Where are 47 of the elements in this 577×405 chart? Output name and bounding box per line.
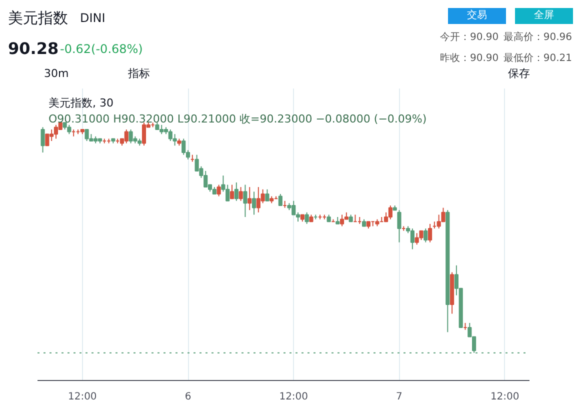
candlestick (243, 184, 248, 218)
candlestick (248, 186, 252, 211)
candlestick (384, 212, 388, 222)
text: 指标 (128, 66, 150, 82)
text: 昨收：90.90 (440, 52, 499, 66)
text: 交易 (448, 8, 506, 24)
candlestick (45, 134, 50, 146)
candlestick (340, 214, 344, 227)
text: 今开：90.90 (440, 31, 499, 45)
text: 最高价：90.96 (503, 31, 572, 45)
candlestick (230, 184, 234, 200)
annotation: O90.31000 H90.32000 L90.21000 收=90.23000 −0.08000 (−0.09%) (48, 112, 427, 126)
candlestick (216, 184, 221, 197)
candlestick (40, 126, 45, 154)
candlestick (182, 138, 186, 156)
candlestick (124, 128, 128, 144)
text: 最低价：90.21 (503, 52, 572, 66)
x-tick-label: 12:00 (279, 392, 308, 402)
candlestick (172, 134, 177, 146)
candlestick (278, 193, 282, 206)
chart-subtitle: DINI (80, 10, 106, 27)
x-tick-label: 7 (396, 392, 402, 402)
text: -0.62(-0.68%) (60, 41, 143, 58)
text: 保存 (508, 66, 530, 82)
text: 全屏 (515, 8, 573, 24)
x-tick-label: 12:00 (490, 392, 520, 402)
candlestick (397, 210, 402, 243)
x-tick-label: 12:00 (68, 392, 97, 402)
candlestick (424, 228, 428, 243)
candlestick (419, 230, 424, 241)
candlestick (84, 128, 89, 142)
candlestick (234, 182, 238, 202)
candlestick (238, 186, 243, 202)
candlestick (54, 124, 58, 140)
candlestick (252, 191, 256, 216)
x-tick-label: 6 (184, 392, 192, 402)
candlestick (304, 212, 309, 224)
candlestick (410, 228, 414, 250)
candlestick (265, 188, 270, 202)
candlestick (388, 204, 392, 220)
candlestick (142, 122, 146, 146)
text: 美元指数, 30 (48, 96, 114, 110)
candlestick (128, 128, 133, 144)
text: 90.28 (8, 38, 59, 60)
candlestick (428, 223, 432, 243)
chart-title: 美元指数 (8, 8, 68, 29)
text: 30m (44, 66, 69, 82)
